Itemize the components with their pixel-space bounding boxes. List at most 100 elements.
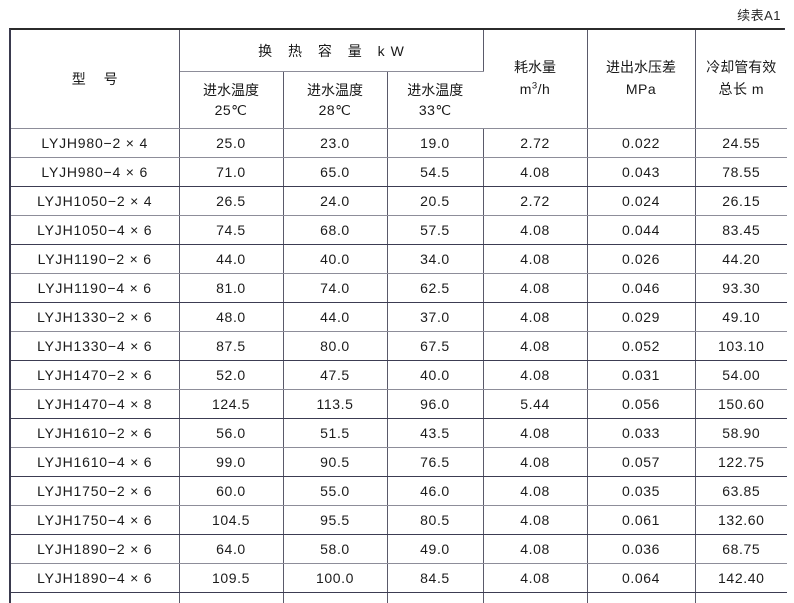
cell-water-consumption: 4.08 [483,332,587,361]
cell-capacity-33: 80.5 [387,506,483,535]
cell-water-consumption: 4.08 [483,448,587,477]
cell-pressure-difference: 0.035 [587,477,695,506]
cell-empty [283,593,387,603]
cell-capacity-28: 80.0 [283,332,387,361]
cell-capacity-28: 58.0 [283,535,387,564]
cell-pressure-difference: 0.064 [587,564,695,593]
cell-capacity-33: 46.0 [387,477,483,506]
inlet-temp-label-28: 进水温度 [307,82,363,98]
column-header-tube-length: 冷却管有效 总长 m [695,30,787,129]
cell-capacity-25: 48.0 [179,303,283,332]
cell-empty [695,593,787,603]
cell-pressure-difference: 0.036 [587,535,695,564]
cell-empty [179,593,283,603]
cell-capacity-25: 26.5 [179,187,283,216]
cell-capacity-33: 67.5 [387,332,483,361]
cell-capacity-25: 104.5 [179,506,283,535]
cell-model: LYJH1470−4 × 8 [11,390,179,419]
cell-water-consumption: 2.72 [483,129,587,158]
cell-tube-length: 24.55 [695,129,787,158]
cell-model: LYJH1190−2 × 6 [11,245,179,274]
cell-pressure-difference: 0.026 [587,245,695,274]
cell-capacity-33: 40.0 [387,361,483,390]
inlet-temp-value-28: 28℃ [284,100,387,120]
cell-water-consumption: 4.08 [483,303,587,332]
cell-model: LYJH1050−2 × 4 [11,187,179,216]
table-header: 型 号 换 热 容 量 kW 耗水量 m3/h 进出水压差 MPa 冷却管有效 … [11,30,787,129]
cell-empty [11,593,179,603]
continuation-caption: 续表A1 [737,5,781,24]
cell-model: LYJH1750−2 × 6 [11,477,179,506]
specification-table: 型 号 换 热 容 量 kW 耗水量 m3/h 进出水压差 MPa 冷却管有效 … [11,30,787,603]
cell-pressure-difference: 0.056 [587,390,695,419]
cell-capacity-28: 68.0 [283,216,387,245]
cell-water-consumption: 4.08 [483,535,587,564]
cell-capacity-33: 49.0 [387,535,483,564]
cell-model: LYJH1610−4 × 6 [11,448,179,477]
cell-capacity-25: 74.5 [179,216,283,245]
cell-model: LYJH1890−2 × 6 [11,535,179,564]
cell-pressure-difference: 0.044 [587,216,695,245]
cell-tube-length: 78.55 [695,158,787,187]
cell-capacity-28: 44.0 [283,303,387,332]
cell-pressure-difference: 0.052 [587,332,695,361]
inlet-temp-value-25: 25℃ [180,100,283,120]
cell-pressure-difference: 0.031 [587,361,695,390]
cell-capacity-33: 34.0 [387,245,483,274]
cell-empty [483,593,587,603]
cell-water-consumption: 4.08 [483,216,587,245]
cell-water-consumption: 4.08 [483,419,587,448]
cell-water-consumption: 4.08 [483,274,587,303]
cell-capacity-33: 57.5 [387,216,483,245]
cell-capacity-25: 44.0 [179,245,283,274]
cell-pressure-difference: 0.061 [587,506,695,535]
cell-water-consumption: 4.08 [483,245,587,274]
cell-water-consumption: 5.44 [483,390,587,419]
cell-tube-length: 150.60 [695,390,787,419]
column-header-heat-capacity-group: 换 热 容 量 kW [179,30,483,72]
cell-capacity-25: 81.0 [179,274,283,303]
specification-table-container: 型 号 换 热 容 量 kW 耗水量 m3/h 进出水压差 MPa 冷却管有效 … [9,28,785,603]
cell-capacity-25: 87.5 [179,332,283,361]
cell-capacity-28: 74.0 [283,274,387,303]
cell-water-consumption: 4.08 [483,477,587,506]
cell-tube-length: 103.10 [695,332,787,361]
cell-tube-length: 49.10 [695,303,787,332]
cell-pressure-difference: 0.022 [587,129,695,158]
cell-capacity-28: 40.0 [283,245,387,274]
cell-tube-length: 83.45 [695,216,787,245]
cell-tube-length: 63.85 [695,477,787,506]
cell-capacity-33: 37.0 [387,303,483,332]
cell-capacity-25: 64.0 [179,535,283,564]
cell-water-consumption: 4.08 [483,361,587,390]
cell-capacity-25: 60.0 [179,477,283,506]
cell-capacity-33: 84.5 [387,564,483,593]
cell-tube-length: 142.40 [695,564,787,593]
cell-tube-length: 122.75 [695,448,787,477]
cell-tube-length: 132.60 [695,506,787,535]
cell-empty [387,593,483,603]
column-header-water-consumption: 耗水量 m3/h [483,30,587,129]
column-header-inlet-25: 进水温度 25℃ [179,72,283,129]
cell-capacity-25: 99.0 [179,448,283,477]
cell-capacity-33: 54.5 [387,158,483,187]
column-header-inlet-33: 进水温度 33℃ [387,72,483,129]
cell-tube-length: 26.15 [695,187,787,216]
cell-model: LYJH1190−4 × 6 [11,274,179,303]
cell-capacity-28: 65.0 [283,158,387,187]
cell-capacity-33: 62.5 [387,274,483,303]
pressure-difference-unit: MPa [588,79,695,101]
cell-capacity-33: 76.5 [387,448,483,477]
cell-model: LYJH1330−4 × 6 [11,332,179,361]
cell-pressure-difference: 0.043 [587,158,695,187]
cell-capacity-28: 23.0 [283,129,387,158]
cell-model: LYJH1330−2 × 6 [11,303,179,332]
